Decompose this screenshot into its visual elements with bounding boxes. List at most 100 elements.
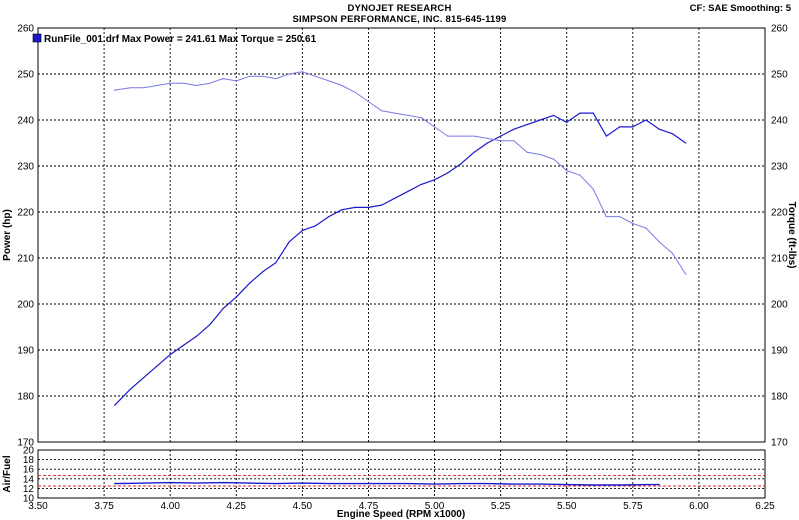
series-line-air-fuel (114, 481, 660, 486)
main-series (114, 71, 687, 406)
main-grid (38, 28, 765, 442)
data-point-torque (275, 78, 277, 80)
data-point-power (341, 209, 343, 211)
y-tick-label-right: 180 (771, 392, 788, 403)
air-fuel-series (38, 474, 765, 487)
data-point-air-fuel (143, 482, 145, 484)
data-point-torque (539, 153, 541, 156)
data-point-torque (341, 84, 343, 87)
data-point-air-fuel (381, 483, 383, 485)
x-tick-label: 4.00 (160, 501, 180, 512)
air-fuel-tick-label: 10 (23, 494, 35, 505)
data-point-air-fuel (566, 483, 568, 486)
data-point-torque (143, 87, 145, 89)
data-point-air-fuel (619, 484, 621, 486)
legend-swatch (32, 33, 42, 43)
data-point-torque (407, 114, 409, 116)
data-point-torque (526, 151, 528, 153)
chart-subtitle: SIMPSON PERFORMANCE, INC. 815-645-1199 (292, 14, 507, 25)
air-fuel-tick-label: 14 (23, 474, 35, 485)
air-fuel-plot-frame (37, 449, 766, 499)
data-point-torque (632, 222, 634, 225)
data-point-torque (500, 140, 502, 142)
data-point-air-fuel (486, 483, 489, 485)
x-tick-label: 6.00 (689, 501, 709, 512)
chart-title: DYNOJET RESEARCH (347, 3, 452, 14)
data-point-torque (196, 84, 198, 87)
data-point-power (129, 388, 132, 390)
data-point-torque (367, 101, 370, 103)
data-point-power (328, 216, 330, 218)
y-tick-label-left: 230 (17, 162, 34, 173)
data-point-power (301, 229, 303, 231)
data-point-power (407, 190, 409, 192)
y-tick-label-right: 170 (771, 438, 788, 449)
y-tick-label-left: 170 (17, 438, 34, 449)
data-point-power (645, 119, 647, 121)
data-point-torque (182, 82, 184, 84)
data-point-power (354, 206, 356, 208)
data-point-power (685, 142, 687, 144)
data-point-torque (605, 216, 607, 218)
data-point-power (156, 365, 158, 367)
data-point-power (262, 271, 264, 273)
data-point-power (209, 324, 211, 326)
data-point-torque (420, 117, 422, 119)
data-point-air-fuel (539, 483, 541, 485)
data-point-power (539, 119, 541, 121)
data-point-torque (209, 82, 211, 84)
y-tick-label-right: 250 (771, 70, 788, 81)
data-point-air-fuel (407, 483, 409, 485)
data-point-air-fuel (433, 483, 436, 485)
y-tick-label-left: 180 (17, 392, 34, 403)
data-point-torque (328, 80, 330, 82)
data-point-power (114, 404, 116, 406)
data-point-power (196, 335, 198, 337)
x-axis-label: Engine Speed (RPM x1000) (337, 509, 465, 520)
data-point-air-fuel (169, 482, 171, 484)
data-point-torque (314, 75, 317, 77)
x-tick-label: 5.50 (557, 501, 577, 512)
data-point-torque (156, 84, 158, 87)
data-point-air-fuel (301, 482, 303, 484)
data-point-power (447, 172, 449, 174)
air-fuel-tick-label: 16 (23, 465, 35, 476)
data-point-air-fuel (222, 482, 224, 484)
y-tick-label-left: 190 (17, 346, 34, 357)
data-point-power (566, 121, 568, 123)
data-point-power (143, 377, 145, 379)
y-axis-label-air-fuel: Air/Fuel (2, 455, 13, 492)
data-point-torque (473, 135, 475, 137)
data-point-power (314, 225, 317, 227)
data-point-torque (235, 80, 237, 82)
data-point-power (222, 308, 224, 310)
y-axis-label-torque: Torque (ft-lbs) (786, 201, 797, 268)
y-tick-label-right: 230 (771, 162, 788, 173)
y-tick-label-left: 220 (17, 208, 34, 219)
data-point-power (420, 183, 422, 185)
y-tick-label-right: 210 (771, 254, 788, 265)
data-point-power (552, 114, 555, 116)
data-point-torque (222, 78, 224, 80)
data-point-torque (579, 174, 581, 176)
data-point-air-fuel (114, 483, 116, 485)
data-point-power (288, 241, 290, 243)
data-point-torque (658, 241, 660, 243)
data-point-torque (129, 87, 132, 89)
air-fuel-tick-label: 18 (23, 455, 35, 466)
data-point-power (486, 142, 489, 144)
data-point-torque (486, 137, 489, 139)
data-point-torque (592, 188, 594, 190)
data-point-power (235, 296, 237, 298)
y-axis-label-power: Power (hp) (2, 209, 13, 261)
series-line-torque (114, 71, 687, 275)
y-tick-label-left: 200 (17, 300, 34, 311)
data-point-air-fuel (248, 482, 251, 484)
data-point-power (473, 151, 475, 153)
x-tick-label: 4.75 (359, 501, 379, 512)
data-point-power (182, 344, 184, 346)
data-point-torque (460, 135, 462, 137)
data-point-power (526, 124, 528, 126)
